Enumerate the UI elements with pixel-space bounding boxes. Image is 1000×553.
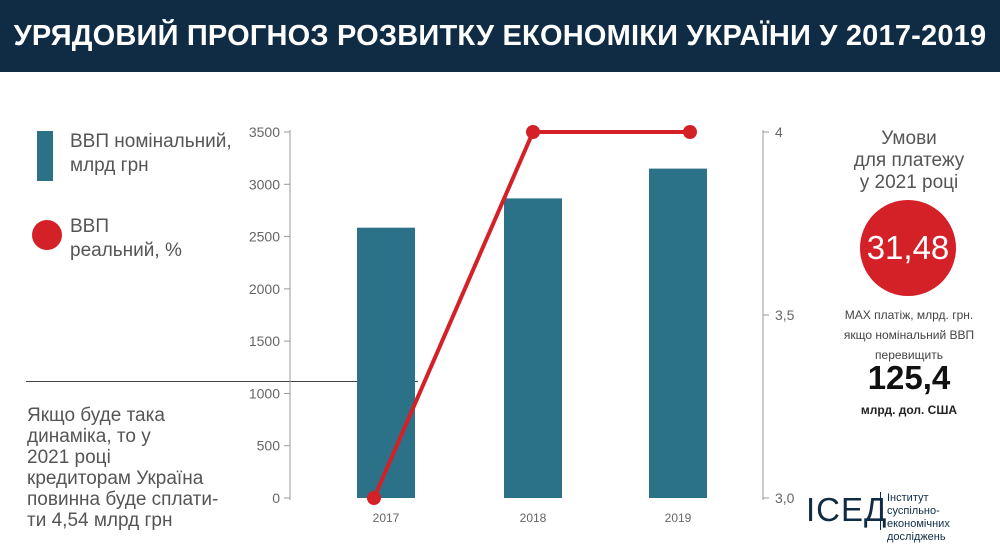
line-point-2019: [683, 125, 697, 139]
line-point-2018: [526, 125, 540, 139]
legend-line-swatch: [32, 220, 62, 250]
x-tick-label: 2019: [665, 511, 692, 525]
y-right-tick-label: 4: [775, 124, 783, 140]
payment-caption: MAX платіж, млрд. грн. якщо номінальний …: [843, 308, 975, 362]
y-axis-left-ticks: 0 500 1000 1500 2000 2500 3000 3500: [249, 124, 290, 506]
payment-threshold-unit: млрд. дол. США: [860, 403, 958, 417]
legend-line-label: ВВП реальний, %: [70, 216, 182, 261]
payment-amount-badge: 31,48: [860, 200, 956, 296]
forecast-note: Якщо буде така динаміка, то у 2021 році …: [27, 405, 219, 531]
bar-2019: [649, 168, 707, 498]
bar-2017: [357, 227, 415, 498]
divider-line: [26, 381, 418, 382]
y-left-tick-label: 2000: [249, 281, 280, 297]
y-right-tick-label: 3,5: [775, 307, 795, 323]
payment-threshold: 125,4: [867, 359, 951, 396]
y-left-tick-label: 2500: [249, 229, 280, 245]
y-right-tick-label: 3,0: [775, 490, 795, 506]
line-series: [367, 125, 697, 505]
y-left-tick-label: 1500: [249, 333, 280, 349]
logo-mark: ІСЕД: [806, 491, 888, 528]
y-left-tick-label: 0: [272, 490, 280, 506]
x-tick-label: 2017: [373, 511, 400, 525]
y-left-tick-label: 1000: [249, 385, 280, 401]
y-left-tick-label: 3000: [249, 176, 280, 192]
logo-separator: [880, 492, 881, 530]
y-left-tick-label: 500: [257, 438, 281, 454]
y-axis-right-ticks: 3,0 3,5 4: [763, 124, 795, 506]
payment-title: Умови для платежу у 2021 році: [853, 128, 965, 193]
legend-bar-swatch: [37, 131, 53, 181]
legend-bar-label: ВВП номінальний, млрд грн: [70, 131, 232, 176]
bar-2018: [504, 198, 562, 498]
x-axis-labels: 2017 2018 2019: [373, 511, 692, 525]
y-left-tick-label: 3500: [249, 124, 280, 140]
header-bar: УРЯДОВИЙ ПРОГНОЗ РОЗВИТКУ ЕКОНОМІКИ УКРА…: [0, 0, 1000, 124]
x-tick-label: 2018: [520, 511, 547, 525]
logo-text: Інститут суспільно-економічних досліджен…: [887, 492, 950, 543]
bar-series: [357, 168, 707, 498]
page-title: УРЯДОВИЙ ПРОГНОЗ РОЗВИТКУ ЕКОНОМІКИ УКРА…: [13, 20, 987, 124]
line-point-2017: [367, 491, 381, 505]
